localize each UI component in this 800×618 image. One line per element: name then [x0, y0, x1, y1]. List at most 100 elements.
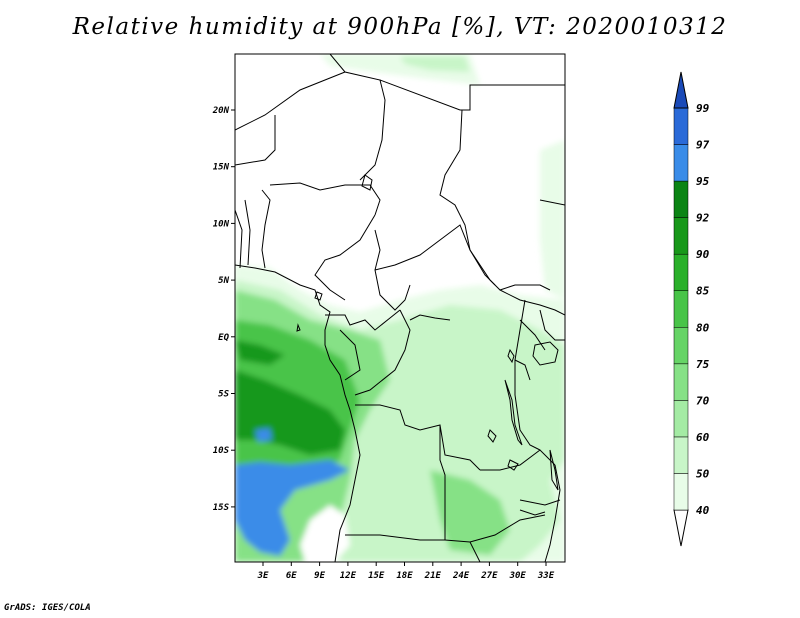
border-nigeria-niger — [269, 182, 381, 216]
colorbar-label: 40 — [696, 504, 710, 517]
lat-label: 15N — [213, 163, 230, 173]
map-title: Relative humidity at 900hPa [%], VT: 202… — [72, 14, 728, 40]
border-drc-east — [514, 299, 541, 451]
coast-west-africa — [235, 264, 361, 562]
map-frame — [234, 53, 566, 563]
lon-label: 6E — [286, 571, 297, 581]
border-mozambique — [519, 499, 561, 506]
lat-label: 5N — [218, 276, 229, 286]
lon-label: 27E — [480, 571, 498, 581]
lake-kivu — [507, 348, 515, 364]
colorbar-segment — [673, 217, 689, 255]
border-car-south — [374, 224, 551, 291]
lat-label: 5S — [218, 390, 229, 400]
border-algeria-niger — [235, 71, 346, 131]
border-ssudan — [499, 289, 565, 316]
border-drc-angola — [355, 404, 481, 471]
border-angola-zambia — [439, 425, 446, 540]
lon-label: 18E — [396, 571, 413, 581]
grads-credit: GrADS: IGES/COLA — [4, 603, 91, 613]
border-uganda — [519, 319, 546, 351]
country-borders — [235, 54, 565, 562]
lat-label: 20N — [212, 106, 230, 116]
border-mali-niger — [235, 115, 276, 166]
lat-label: 10N — [213, 219, 230, 229]
humidity-shading — [235, 54, 565, 562]
border-zambia-tanzania — [480, 449, 556, 471]
border-east-coast — [544, 464, 561, 562]
lon-label: 9E — [314, 571, 325, 581]
colorbar-low-arrow — [673, 509, 689, 547]
lat-label: 15S — [213, 503, 230, 513]
lake-chad — [361, 174, 373, 191]
lat-label: EQ — [218, 333, 229, 343]
colorbar-label: 80 — [696, 321, 710, 334]
shade-dark-coast — [235, 340, 285, 365]
colorbar-segment — [673, 144, 689, 182]
colorbar-label: 95 — [696, 175, 710, 188]
border-car-cameroon — [374, 229, 411, 311]
colorbar-segment — [673, 327, 689, 365]
colorbar-high-arrow — [673, 71, 689, 109]
border-botswana — [469, 541, 481, 562]
colorbar-label: 60 — [696, 431, 710, 444]
shade-blue-spot — [255, 428, 272, 442]
border-angola-namibia — [345, 534, 471, 543]
colorbar-label: 97 — [696, 139, 710, 152]
colorbar-label: 92 — [696, 212, 710, 225]
border-sudan-ethiopia — [539, 199, 565, 206]
lake-mweru — [487, 429, 497, 443]
shade-blue-southwest — [235, 460, 350, 556]
lon-label: 15E — [368, 571, 385, 581]
colorbar-segment — [673, 436, 689, 474]
lake-bangweulu — [507, 459, 519, 471]
border-congo-gabon — [325, 309, 401, 331]
border-chad-sudan — [439, 109, 496, 286]
colorbar-segment — [673, 400, 689, 438]
border-chad-cameroon — [314, 214, 376, 301]
colorbar-label: 50 — [696, 467, 710, 480]
kariba — [519, 509, 546, 516]
colorbar-segment — [673, 180, 689, 218]
lon-label: 21E — [424, 571, 442, 581]
border-togo — [244, 199, 251, 266]
colorbar-segment — [673, 290, 689, 328]
longitude-axis: 3E 6E 9E 12E 15E 18E 21E 24E 27E 30E 33E — [257, 562, 555, 581]
colorbar-label: 99 — [696, 102, 710, 115]
latitude-axis: 20N 15N 10N 5N EQ 5S 10S 15S — [212, 106, 235, 513]
lon-label: 24E — [452, 571, 470, 581]
colorbar-label: 70 — [696, 394, 710, 407]
border-kenya — [539, 309, 565, 341]
border-drc-congo — [354, 309, 411, 396]
border-zambia-zim — [469, 514, 546, 543]
border-libya-chad — [379, 79, 565, 111]
sao-tome — [296, 323, 301, 332]
lon-label: 12E — [340, 571, 357, 581]
lat-label: 10S — [213, 446, 230, 456]
border-rwanda — [514, 359, 531, 381]
colorbar-segment — [673, 473, 689, 511]
shade-east-strip — [540, 140, 565, 300]
colorbar: 40 50 60 70 75 80 85 90 92 95 97 99 — [673, 71, 710, 547]
lake-tanganyika — [504, 379, 523, 446]
colorbar-label: 75 — [696, 358, 710, 371]
border-gabon-inner — [339, 329, 361, 381]
border-benin — [261, 189, 271, 269]
lon-label: 33E — [537, 571, 555, 581]
colorbar-label: 90 — [696, 248, 710, 261]
bioko-island — [314, 291, 323, 301]
lake-victoria — [532, 341, 559, 366]
colorbar-segment — [673, 363, 689, 401]
lon-label: 3E — [257, 571, 269, 581]
border-libya-niger — [329, 54, 386, 181]
lake-malawi — [549, 449, 559, 491]
colorbar-label: 85 — [696, 285, 710, 298]
colorbar-segment — [673, 253, 689, 291]
colorbar-segment — [673, 107, 689, 145]
congo-river-bend — [409, 314, 451, 321]
lon-label: 30E — [509, 571, 527, 581]
shade-mid-east — [430, 470, 510, 555]
border-ghana — [235, 209, 243, 269]
shade-north-fringe-pale — [400, 56, 470, 72]
